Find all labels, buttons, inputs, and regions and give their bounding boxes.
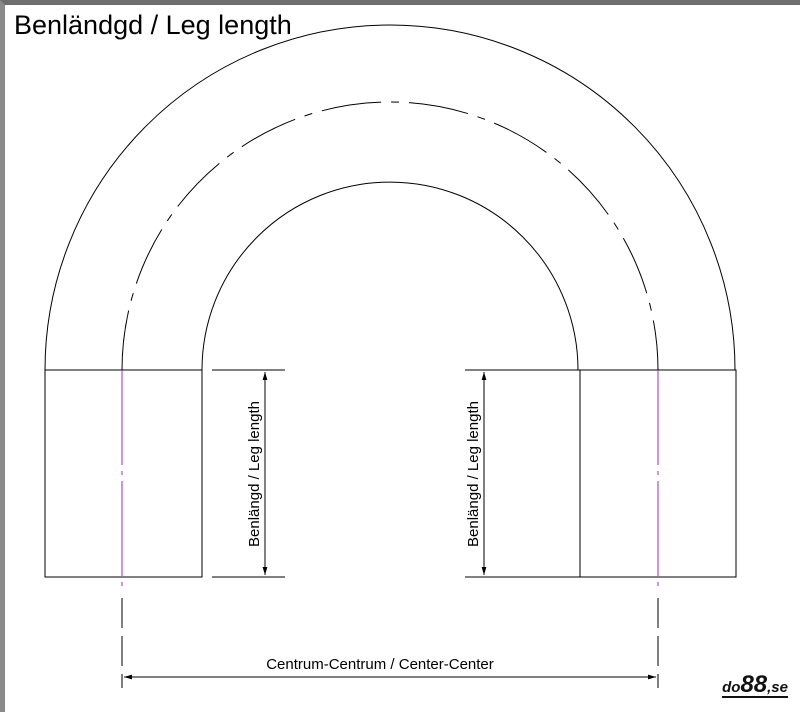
left-leg-label: Benlängd / Leg length — [246, 401, 263, 547]
centerline-arc — [121, 101, 659, 371]
inner-arc — [201, 181, 579, 371]
do88-logo: do88,se — [722, 671, 788, 698]
outer-arc — [44, 24, 736, 371]
left-leg — [44, 369, 203, 578]
diagram-title: Benländgd / Leg length — [14, 10, 292, 40]
right-leg-label: Benlängd / Leg length — [465, 401, 482, 547]
center-label: Centrum-Centrum / Center-Center — [266, 656, 494, 673]
